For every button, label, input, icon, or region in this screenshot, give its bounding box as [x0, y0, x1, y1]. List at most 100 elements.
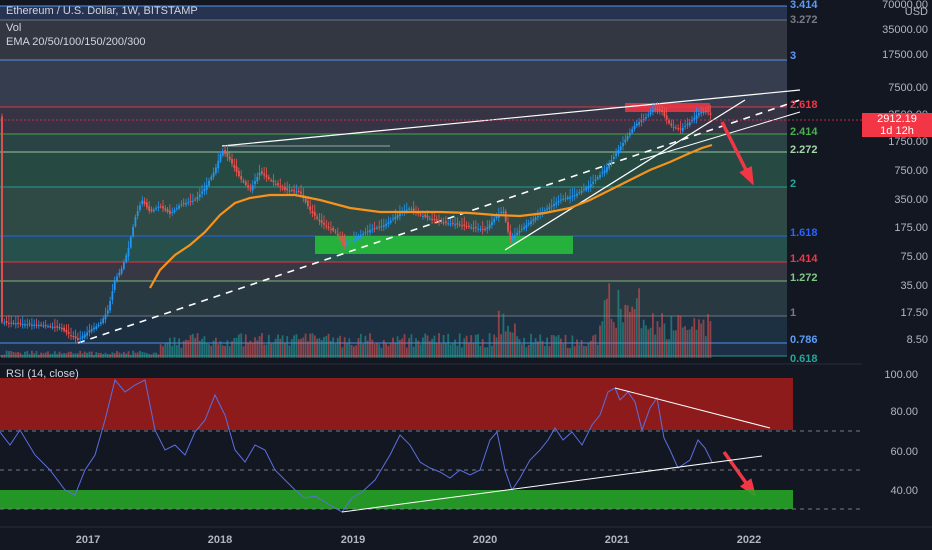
candle-body	[362, 233, 364, 235]
candle-body	[307, 200, 309, 207]
volume-bar	[700, 323, 703, 358]
volume-bar	[102, 353, 105, 358]
candle-body	[217, 160, 220, 169]
candle-body	[615, 153, 617, 157]
volume-bar	[642, 319, 645, 358]
volume-bar	[162, 346, 164, 358]
fib-label: 3	[790, 50, 796, 62]
candle-body	[293, 190, 295, 192]
volume-bar	[182, 340, 185, 358]
volume-bar	[445, 342, 447, 358]
candle-body	[481, 228, 484, 230]
volume-bar	[288, 345, 291, 358]
volume-bar	[431, 338, 433, 358]
volume-bar	[217, 344, 220, 358]
volume-bar	[242, 346, 245, 358]
candle-body	[148, 206, 151, 211]
volume-bar	[668, 339, 670, 358]
volume-bar	[311, 333, 314, 358]
volume-bar	[106, 354, 109, 358]
rsi-axis[interactable]: 100.00 80.00 60.00 40.00	[884, 369, 918, 497]
candle-body	[585, 187, 588, 191]
volume-bar	[47, 351, 49, 358]
volume-bar	[435, 343, 438, 358]
candle-body	[83, 334, 86, 338]
volume-bar	[389, 342, 392, 358]
rsi-oversold-zone	[0, 490, 793, 509]
volume-bar	[555, 336, 558, 358]
candle-body	[316, 216, 318, 219]
volume-bar	[599, 325, 601, 358]
volume-bar	[493, 334, 496, 358]
volume-legend[interactable]: Vol	[6, 22, 22, 34]
fib-band-4	[0, 134, 787, 152]
time-axis[interactable]: 2017 2018 2019 2020 2021 2022	[0, 526, 932, 546]
price-tick-label: 175.00	[894, 222, 928, 234]
volume-bar	[180, 347, 183, 358]
volume-bar	[109, 354, 111, 358]
candle-body	[649, 112, 652, 115]
candle-body	[557, 200, 560, 203]
volume-bar	[150, 354, 153, 358]
volume-bar	[677, 315, 680, 358]
candle-body	[290, 190, 293, 192]
candle-body	[42, 325, 45, 327]
volume-bar	[244, 334, 247, 358]
volume-bar	[155, 352, 157, 358]
candle-body	[624, 139, 627, 143]
volume-bar	[19, 352, 22, 358]
volume-bar	[686, 330, 689, 358]
price-axis-bg	[862, 0, 932, 364]
candle-body	[325, 225, 328, 227]
volume-bar	[392, 337, 394, 358]
candle-body	[221, 151, 224, 156]
candle-body	[311, 211, 314, 213]
candle-body	[267, 177, 270, 180]
ema-legend[interactable]: EMA 20/50/100/150/200/300	[6, 36, 146, 48]
volume-bar	[196, 333, 199, 358]
candle-body	[431, 219, 433, 221]
volume-bar	[638, 288, 640, 358]
volume-bar	[254, 337, 256, 358]
candle-body	[166, 209, 169, 213]
rsi-legend[interactable]: RSI (14, close)	[6, 368, 79, 380]
volume-bar	[562, 343, 565, 358]
volume-bar	[571, 335, 574, 358]
candle-body	[681, 127, 684, 132]
candle-body	[385, 224, 387, 227]
candle-body	[300, 191, 302, 194]
candle-body	[422, 216, 424, 218]
price-axis[interactable]: 70000.0035000.0017500.007500.003500.0017…	[0, 0, 932, 364]
candle-body	[47, 326, 49, 328]
candle-body	[67, 332, 70, 334]
volume-bar	[281, 335, 284, 358]
volume-bar	[100, 352, 102, 358]
volume-bar	[622, 322, 624, 358]
candle-body	[304, 198, 307, 203]
price-tick-label: 750.00	[894, 165, 928, 177]
volume-bar	[274, 338, 277, 358]
volume-bar	[215, 337, 217, 358]
volume-bar	[364, 335, 367, 358]
candle-body	[405, 209, 408, 211]
volume-bar	[120, 353, 123, 358]
candle-body	[79, 338, 82, 340]
candle-body	[612, 156, 615, 159]
candle-body	[520, 228, 523, 230]
candle-body	[60, 327, 63, 330]
rsi-overbought-zone	[0, 378, 793, 430]
candle-body	[543, 210, 546, 212]
volume-bar	[410, 334, 413, 358]
candle-body	[226, 152, 229, 157]
volume-bar	[21, 354, 24, 358]
price-candles	[1, 101, 712, 344]
volume-bar	[77, 353, 79, 358]
volume-bar	[417, 340, 420, 358]
volume-bar	[461, 347, 463, 358]
candle-body	[162, 206, 164, 209]
volume-bar	[530, 333, 532, 358]
volume-bar	[587, 342, 590, 358]
symbol-title[interactable]: Ethereum / U.S. Dollar, 1W, BITSTAMP	[6, 5, 198, 17]
candle-body	[24, 324, 26, 326]
